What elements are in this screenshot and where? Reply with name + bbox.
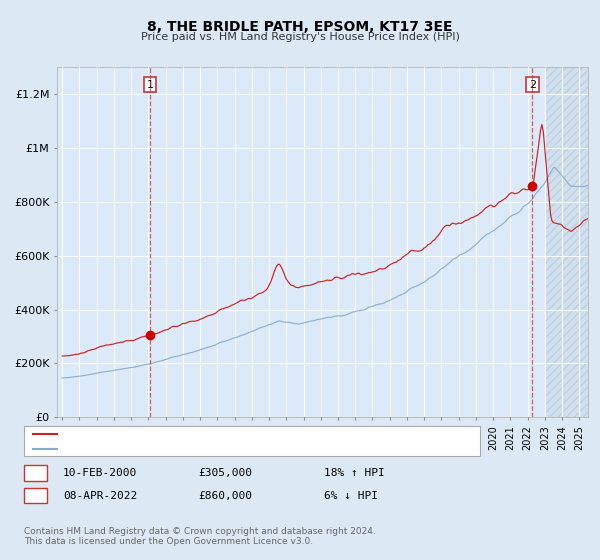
Text: 2: 2 <box>529 80 536 90</box>
Text: 2: 2 <box>32 491 39 501</box>
Text: £860,000: £860,000 <box>198 491 252 501</box>
Text: 10-FEB-2000: 10-FEB-2000 <box>63 468 137 478</box>
Text: Contains HM Land Registry data © Crown copyright and database right 2024.
This d: Contains HM Land Registry data © Crown c… <box>24 526 376 546</box>
Text: 1: 1 <box>32 468 39 478</box>
Text: £305,000: £305,000 <box>198 468 252 478</box>
Text: 8, THE BRIDLE PATH, EPSOM, KT17 3EE: 8, THE BRIDLE PATH, EPSOM, KT17 3EE <box>147 20 453 34</box>
Text: 8, THE BRIDLE PATH, EPSOM, KT17 3EE (detached house): 8, THE BRIDLE PATH, EPSOM, KT17 3EE (det… <box>61 429 358 439</box>
Text: 18% ↑ HPI: 18% ↑ HPI <box>324 468 385 478</box>
Text: 08-APR-2022: 08-APR-2022 <box>63 491 137 501</box>
Text: 6% ↓ HPI: 6% ↓ HPI <box>324 491 378 501</box>
Bar <box>545 67 600 417</box>
Text: 1: 1 <box>146 80 154 90</box>
Text: Price paid vs. HM Land Registry's House Price Index (HPI): Price paid vs. HM Land Registry's House … <box>140 32 460 43</box>
Text: HPI: Average price, detached house, Epsom and Ewell: HPI: Average price, detached house, Epso… <box>61 444 343 454</box>
